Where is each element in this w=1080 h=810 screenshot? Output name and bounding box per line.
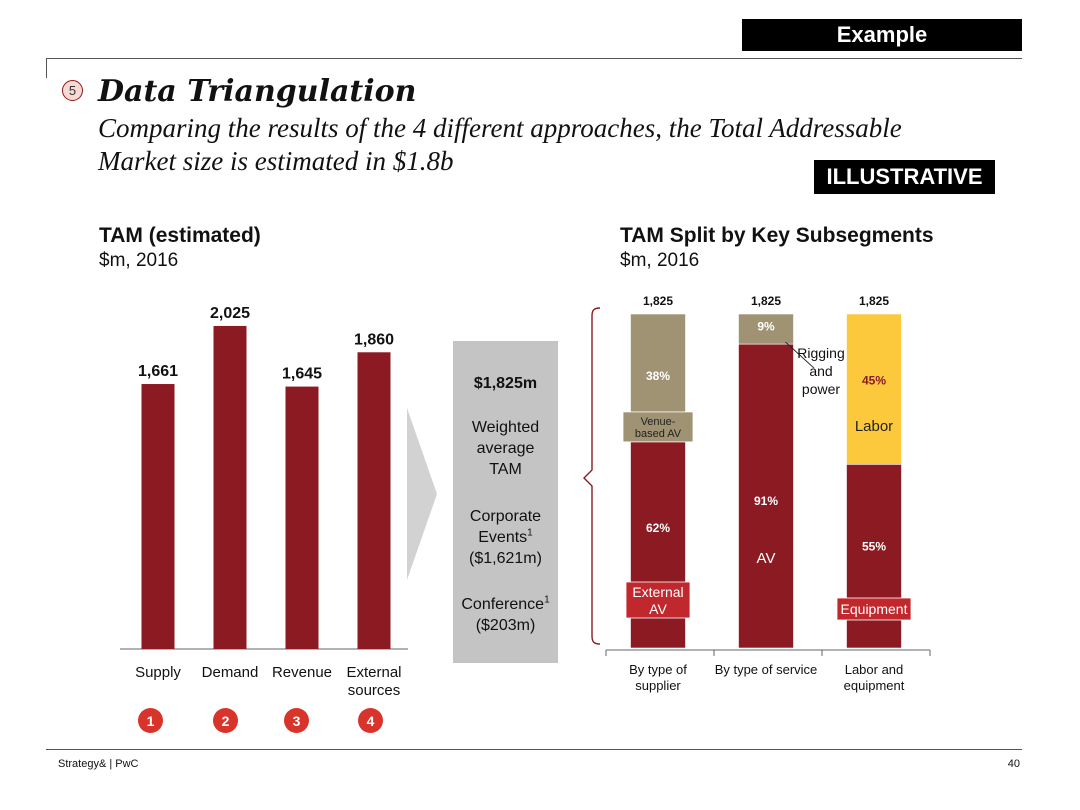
tag-equipment: Equipment bbox=[841, 601, 908, 617]
weighted-tam-value: $1,825m bbox=[473, 375, 538, 392]
right-chart-title: TAM Split by Key Subsegments bbox=[620, 224, 934, 247]
conference-footnote: 1 bbox=[544, 594, 550, 606]
weighted-line-3: TAM bbox=[489, 461, 522, 478]
right-chart-subtitle: $m, 2016 bbox=[620, 250, 700, 271]
tag-rigging-and-power-1: Rigging bbox=[797, 345, 844, 361]
bar-label-revenue: 1,645 bbox=[282, 366, 322, 383]
bar-label-external-sources: 1,860 bbox=[354, 331, 394, 348]
tag-venue-based-av-1: Venue- bbox=[641, 416, 676, 428]
segment-equipment bbox=[846, 464, 902, 649]
bar-label-supply: 1,661 bbox=[138, 363, 178, 380]
pct-label-venue-based-av: 38% bbox=[646, 369, 670, 383]
tag-box-external-av bbox=[625, 581, 691, 619]
category-label-revenue: Revenue bbox=[272, 664, 332, 681]
step-circle-3: 3 bbox=[284, 708, 309, 733]
top-divider-tick bbox=[46, 58, 47, 78]
weighted-line-1: Weighted bbox=[471, 419, 540, 436]
tag-rigging-and-power-2: and bbox=[809, 363, 832, 379]
footer-divider bbox=[46, 749, 1022, 750]
category-label-supply: Supply bbox=[135, 664, 181, 681]
category-label-by-type-of-supplier-2: supplier bbox=[635, 678, 681, 693]
rigging-leader-line bbox=[785, 341, 815, 369]
category-label-demand: Demand bbox=[202, 664, 259, 681]
chevron-arrow-icon bbox=[407, 408, 437, 580]
corporate-label-1: Corporate bbox=[469, 508, 542, 525]
pct-label-av: 91% bbox=[754, 494, 778, 508]
category-label-by-type-of-supplier: By type of bbox=[629, 662, 687, 677]
bar-revenue bbox=[285, 386, 319, 649]
step-number-badge: 5 bbox=[62, 80, 83, 101]
tag-rigging-and-power-3: power bbox=[802, 381, 840, 397]
conference-value: ($203m) bbox=[475, 617, 536, 634]
step-circle-1: 1 bbox=[138, 708, 163, 733]
left-chart-subtitle: $m, 2016 bbox=[99, 250, 179, 271]
page-number: 40 bbox=[1007, 758, 1020, 770]
pct-label-equipment: 55% bbox=[862, 540, 886, 554]
tag-box-equipment bbox=[836, 597, 912, 621]
tag-venue-based-av-2: based AV bbox=[635, 428, 682, 440]
category-label-by-type-of-service: By type of service bbox=[715, 662, 818, 677]
top-divider bbox=[46, 58, 1022, 59]
category-label-labor-and-equipment: Labor and bbox=[845, 662, 904, 677]
illustrative-tag: ILLUSTRATIVE bbox=[814, 160, 995, 194]
corporate-label-2: Events1 bbox=[478, 527, 533, 546]
category-label-external-sources-2: sources bbox=[348, 682, 401, 699]
segment-av bbox=[738, 343, 794, 649]
category-label-labor-and-equipment-2: equipment bbox=[844, 678, 905, 693]
tam-estimated-chart: 1,661 Supply 2,025 Demand 1,645 Revenue 1,860 E… bbox=[120, 305, 408, 699]
pct-label-labor: 45% bbox=[862, 374, 886, 388]
footer-source: Strategy& | PwC bbox=[58, 758, 139, 770]
corporate-footnote: 1 bbox=[527, 527, 533, 539]
bar-label-demand: 2,025 bbox=[210, 305, 250, 322]
pct-label-rigging-and-power: 9% bbox=[757, 320, 775, 334]
page-title: Data Triangulation bbox=[98, 74, 417, 109]
weighted-average-box: $1,825m Weighted average TAM Corporate E… bbox=[453, 341, 558, 663]
bar-demand bbox=[213, 325, 247, 649]
total-label-by-type-of-service: 1,825 bbox=[751, 294, 781, 308]
bar-external-sources bbox=[357, 352, 391, 649]
tag-external-av-1: External bbox=[632, 584, 683, 600]
segment-labor bbox=[846, 313, 902, 465]
bar-supply bbox=[141, 384, 175, 649]
total-label-labor-and-equipment: 1,825 bbox=[859, 294, 889, 308]
example-tag: Example bbox=[742, 19, 1022, 51]
total-bracket bbox=[583, 307, 601, 645]
total-label-by-type-of-supplier: 1,825 bbox=[643, 294, 673, 308]
left-chart-title: TAM (estimated) bbox=[99, 224, 261, 247]
tag-av: AV bbox=[757, 550, 776, 567]
tag-box-venue-based-av bbox=[622, 411, 694, 443]
page-subtitle: Comparing the results of the 4 different… bbox=[98, 113, 902, 176]
step-circle-4: 4 bbox=[358, 708, 383, 733]
conference-label: Conference1 bbox=[461, 594, 550, 613]
pct-label-external-av: 62% bbox=[646, 521, 670, 535]
tag-labor: Labor bbox=[855, 418, 893, 435]
tag-external-av-2: AV bbox=[649, 601, 667, 617]
step-circle-2: 2 bbox=[213, 708, 238, 733]
segment-rigging-and-power bbox=[738, 313, 794, 345]
weighted-line-2: average bbox=[476, 440, 535, 457]
category-label-external-sources: External bbox=[346, 664, 401, 681]
corporate-value: ($1,621m) bbox=[469, 550, 542, 567]
